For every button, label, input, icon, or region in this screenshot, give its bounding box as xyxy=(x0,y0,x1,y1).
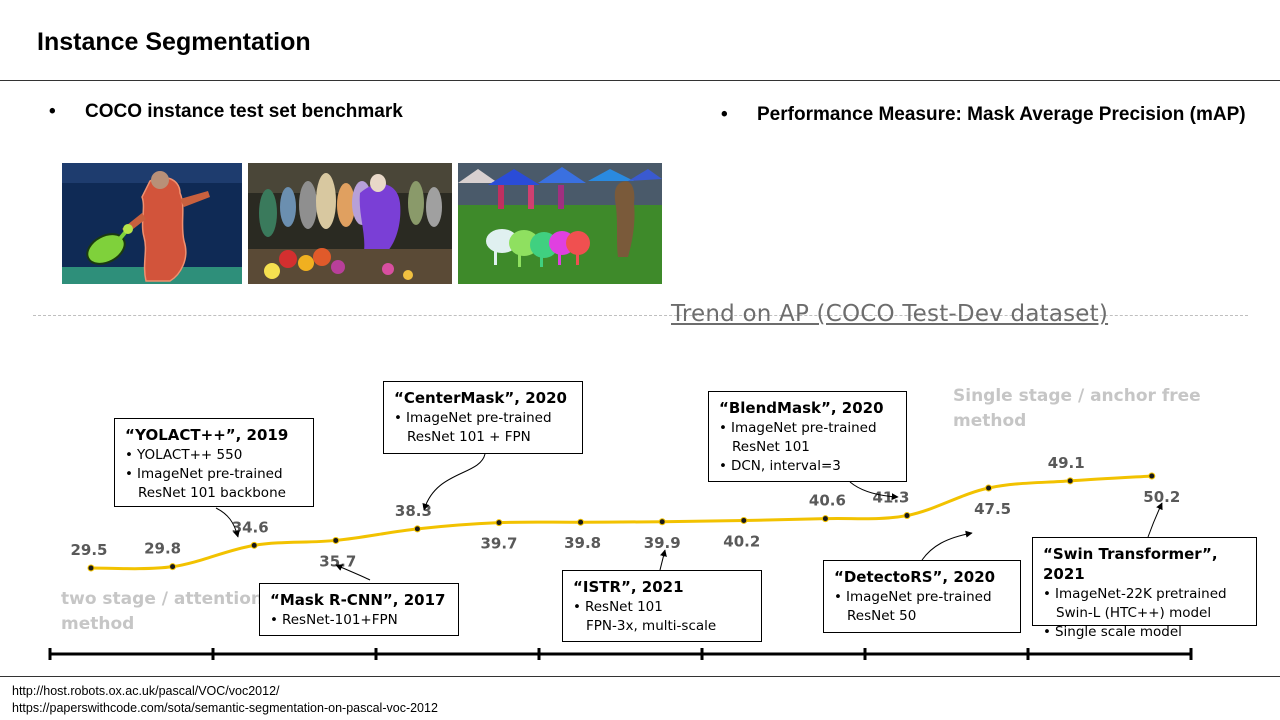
data-label-12: 47.5 xyxy=(974,500,1011,518)
sheep-field-segmentation-image xyxy=(458,163,662,284)
data-point-7 xyxy=(577,518,585,526)
timeline-axis xyxy=(48,648,1193,660)
callout-centermask: “CenterMask”, 2020 • ImageNet pre-trained… xyxy=(383,381,583,454)
callout-centermask-title: “CenterMask”, 2020 xyxy=(394,389,567,407)
callout-line: • ResNet 101 xyxy=(573,599,663,615)
data-point-14 xyxy=(1148,472,1156,480)
yolact-arrow xyxy=(215,507,240,538)
single-stage-line-1: Single stage / anchor free xyxy=(953,386,1201,406)
data-points xyxy=(87,472,1156,572)
callout-blendmask-title: “BlendMask”, 2020 xyxy=(719,399,884,417)
footer-divider xyxy=(0,676,1280,677)
data-point-5 xyxy=(413,525,421,533)
data-point-2 xyxy=(169,563,177,571)
detectors-arrow xyxy=(921,530,973,561)
source-link-voc[interactable]: http://host.robots.ox.ac.uk/pascal/VOC/v… xyxy=(12,684,280,698)
data-label-13: 49.1 xyxy=(1048,454,1085,472)
chart-title: Trend on AP (COCO Test-Dev dataset) xyxy=(671,301,1109,327)
section-divider xyxy=(33,315,1248,316)
callout-line: • Single scale model xyxy=(1043,624,1182,640)
callout-line: • ResNet-101+FPN xyxy=(270,612,398,628)
single-stage-line-2: method xyxy=(953,411,1027,431)
data-label-10: 40.6 xyxy=(809,492,846,510)
callout-line: • ImageNet pre-trained xyxy=(719,420,877,436)
data-point-8 xyxy=(658,518,666,526)
tennis-player-segmentation-image xyxy=(62,163,242,284)
bullet-dot: • xyxy=(721,104,728,125)
callout-line: • DCN, interval=3 xyxy=(719,458,841,474)
data-label-8: 39.9 xyxy=(644,534,681,552)
callout-istr-title: “ISTR”, 2021 xyxy=(573,578,684,596)
centermask-arrow xyxy=(422,453,486,511)
bullet-benchmark: • COCO instance test set benchmark xyxy=(49,100,403,124)
data-label-14: 50.2 xyxy=(1143,488,1180,506)
data-label-4: 35.7 xyxy=(319,552,356,570)
callout-line: • ImageNet pre-trained xyxy=(125,466,283,482)
callout-line: • YOLACT++ 550 xyxy=(125,447,243,463)
bullet-performance-text: Performance Measure: Mask Average Precis… xyxy=(757,104,1246,125)
callout-line: • ImageNet-22K pretrained xyxy=(1043,586,1227,602)
data-point-1 xyxy=(87,564,95,572)
market-crowd-segmentation-image xyxy=(248,163,452,284)
callout-yolact: “YOLACT++”, 2019 • YOLACT++ 550 • ImageNet… xyxy=(114,418,314,507)
data-label-9: 40.2 xyxy=(723,532,760,550)
callout-line: ResNet 101 + FPN xyxy=(407,429,531,445)
page-title: Instance Segmentation xyxy=(37,28,311,56)
source-link-paperswithcode[interactable]: https://paperswithcode.com/sota/semantic… xyxy=(12,701,438,715)
istr-arrow xyxy=(659,549,667,571)
title-divider xyxy=(0,80,1280,81)
callout-detectors-title: “DetectoRS”, 2020 xyxy=(834,568,996,586)
callout-istr: “ISTR”, 2021 • ResNet 101 FPN-3x, multi-s… xyxy=(562,570,762,642)
callout-yolact-title: “YOLACT++”, 2019 xyxy=(125,426,289,444)
data-point-3 xyxy=(250,541,258,549)
data-label-3: 34.6 xyxy=(232,518,269,536)
callout-blendmask: “BlendMask”, 2020 • ImageNet pre-trained … xyxy=(708,391,907,482)
data-label-6: 39.7 xyxy=(480,535,517,553)
data-point-13 xyxy=(1066,477,1074,485)
bullet-dot: • xyxy=(49,101,56,122)
callout-line: ResNet 50 xyxy=(847,608,917,624)
bullet-performance-measure: • Performance Measure: Mask Average Prec… xyxy=(721,103,1257,127)
two-stage-line-2: method xyxy=(61,614,135,634)
callout-maskrcnn: “Mask R-CNN”, 2017 • ResNet-101+FPN xyxy=(259,583,459,636)
data-point-6 xyxy=(495,519,503,527)
data-point-4 xyxy=(332,536,340,544)
data-label-2: 29.8 xyxy=(144,540,181,558)
callout-swin-title: “Swin Transformer”, 2021 xyxy=(1043,545,1218,583)
two-stage-line-1: two stage / attention xyxy=(61,589,263,609)
callout-maskrcnn-title: “Mask R-CNN”, 2017 xyxy=(270,591,446,609)
bullet-benchmark-text: COCO instance test set benchmark xyxy=(85,101,403,122)
trend-line xyxy=(90,474,1152,571)
callout-line: FPN-3x, multi-scale xyxy=(586,618,717,634)
source-links: http://host.robots.ox.ac.uk/pascal/VOC/v… xyxy=(12,683,438,717)
data-point-12 xyxy=(985,484,993,492)
data-labels: 29.5 29.834.635.738.339.7 39.8 39.9 40.240.6… xyxy=(70,454,1180,571)
data-label-7: 39.8 xyxy=(564,534,601,552)
data-point-9 xyxy=(740,516,748,524)
callout-line: • ImageNet pre-trained xyxy=(394,410,552,426)
callout-line: ResNet 101 backbone xyxy=(138,485,286,501)
callout-line: ResNet 101 xyxy=(732,439,810,455)
data-point-10 xyxy=(821,515,829,523)
maskrcnn-arrow xyxy=(335,564,371,581)
callout-detectors: “DetectoRS”, 2020 • ImageNet pre-trained … xyxy=(823,560,1021,633)
callout-line: • ImageNet pre-trained xyxy=(834,589,992,605)
single-stage-method-label: Single stage / anchor free method xyxy=(953,384,1201,434)
blendmask-arrow xyxy=(849,481,899,501)
two-stage-method-label: two stage / attention method xyxy=(61,587,263,637)
data-label-1: 29.5 xyxy=(70,541,107,559)
callout-line: Swin-L (HTC++) model xyxy=(1056,605,1212,621)
swin-arrow xyxy=(1147,502,1163,538)
callout-swin: “Swin Transformer”, 2021 • ImageNet-22K p… xyxy=(1032,537,1257,640)
data-point-11 xyxy=(903,512,911,520)
data-label-11: 41.3 xyxy=(872,489,909,507)
